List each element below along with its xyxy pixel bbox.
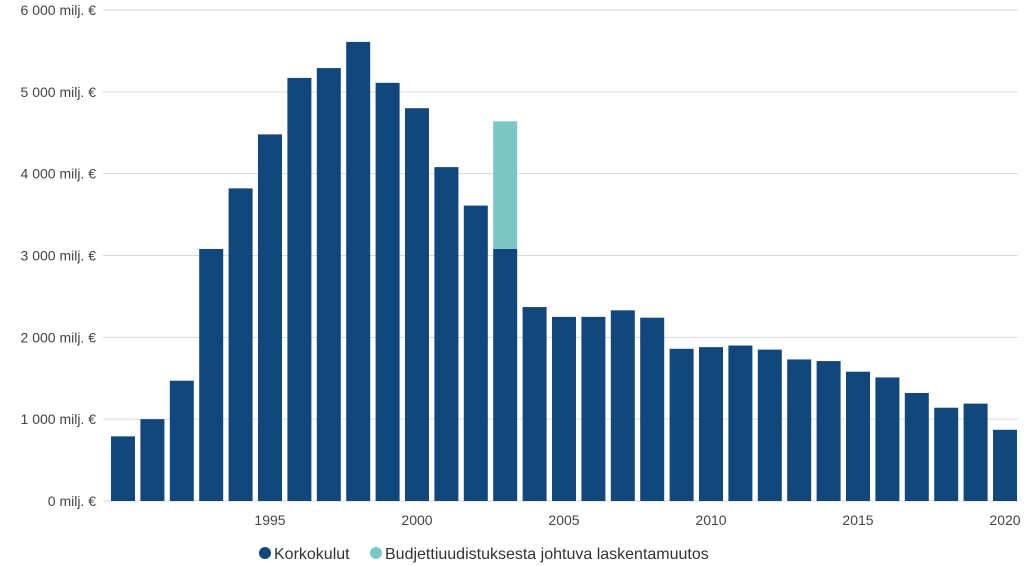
y-tick-label: 3 000 milj. € bbox=[21, 248, 97, 264]
bar-korkokulut-1999 bbox=[375, 82, 400, 501]
x-axis-tick-labels: 1995 2000 2005 2010 2015 2020 bbox=[254, 512, 1020, 528]
bar-korkokulut-2009 bbox=[669, 348, 694, 501]
bar-korkokulut-2004 bbox=[522, 307, 547, 501]
bar-korkokulut-2001 bbox=[434, 167, 459, 501]
x-tick-label: 2010 bbox=[695, 512, 726, 528]
bar-korkokulut-2000 bbox=[405, 108, 429, 501]
y-tick-label: 4 000 milj. € bbox=[21, 166, 97, 182]
bar-korkokulut-1997 bbox=[316, 68, 341, 501]
x-tick-label: 2020 bbox=[989, 512, 1020, 528]
y-tick-label: 6 000 milj. € bbox=[21, 2, 97, 18]
y-tick-label: 1 000 milj. € bbox=[21, 411, 97, 427]
y-tick-label: 0 milj. € bbox=[48, 493, 96, 509]
bar-korkokulut-2008 bbox=[640, 317, 665, 501]
bar-korkokulut-2005 bbox=[552, 316, 576, 501]
bar-korkokulut-2007 bbox=[610, 310, 635, 501]
bar-korkokulut-2015 bbox=[846, 371, 870, 501]
bar-korkokulut-2014 bbox=[816, 361, 841, 501]
legend-marker-korkokulut bbox=[259, 547, 271, 559]
bar-korkokulut-1992 bbox=[169, 380, 194, 501]
bar-korkokulut-1998 bbox=[346, 41, 371, 501]
bar-korkokulut-2010 bbox=[699, 347, 723, 501]
bar-korkokulut-2002 bbox=[463, 205, 488, 501]
x-tick-label: 2005 bbox=[548, 512, 579, 528]
legend: Korkokulut Budjettiuudistuksesta johtuva… bbox=[259, 546, 709, 563]
bar-korkokulut-1991 bbox=[140, 419, 165, 501]
bar-korkokulut-2013 bbox=[787, 359, 812, 501]
bar-korkokulut-2006 bbox=[581, 316, 606, 501]
x-tick-label: 2000 bbox=[401, 512, 432, 528]
bar-korkokulut-2018 bbox=[934, 407, 959, 501]
bar-korkokulut-1990 bbox=[111, 436, 135, 501]
bar-korkokulut-1994 bbox=[228, 188, 253, 501]
x-tick-label: 2015 bbox=[842, 512, 873, 528]
bar-korkokulut-2011 bbox=[728, 345, 753, 501]
legend-marker-laskentamuutos bbox=[370, 547, 382, 559]
bar-korkokulut-2017 bbox=[904, 392, 929, 501]
legend-label-korkokulut: Korkokulut bbox=[274, 546, 350, 563]
y-tick-label: 2 000 milj. € bbox=[21, 329, 97, 345]
bar-korkokulut-2016 bbox=[875, 377, 900, 501]
legend-label-laskentamuutos: Budjettiuudistuksesta johtuva laskentamu… bbox=[385, 546, 709, 563]
x-tick-label: 1995 bbox=[254, 512, 285, 528]
bar-korkokulut-2012 bbox=[757, 349, 782, 501]
bar-korkokulut-1993 bbox=[199, 248, 224, 501]
bar-korkokulut-2003 bbox=[493, 248, 518, 501]
bar-korkokulut-2020 bbox=[993, 429, 1017, 501]
bar-laskentamuutos-2003 bbox=[493, 121, 518, 249]
bars bbox=[111, 41, 1017, 502]
bar-korkokulut-1996 bbox=[287, 77, 312, 502]
bar-korkokulut-1995 bbox=[258, 134, 282, 502]
y-tick-label: 5 000 milj. € bbox=[21, 84, 97, 100]
bar-korkokulut-2019 bbox=[963, 403, 988, 501]
y-axis-tick-labels: 0 milj. € 1 000 milj. € 2 000 milj. € 3 000… bbox=[21, 2, 97, 509]
